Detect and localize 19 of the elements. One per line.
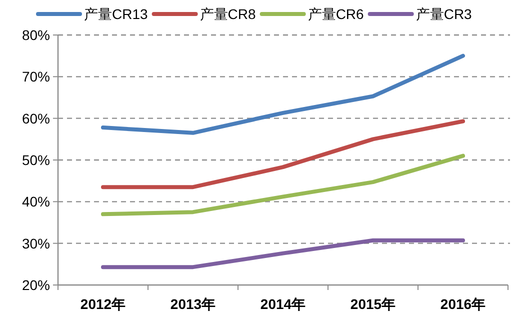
y-tick-label: 30% — [22, 235, 50, 252]
x-tick-label: 2013年 — [170, 296, 216, 312]
y-tick-label: 50% — [22, 152, 50, 168]
y-tick-label: 60% — [22, 110, 50, 126]
x-tick-label: 2014年 — [260, 296, 306, 312]
legend-label: 产量CR8 — [200, 6, 256, 22]
legend-label: 产量CR6 — [308, 6, 364, 22]
x-tick-label: 2015年 — [350, 296, 396, 312]
legend-label: 产量CR3 — [416, 6, 472, 22]
line-series — [101, 119, 465, 190]
y-tick-label: 40% — [22, 194, 50, 210]
x-tick-label: 2012年 — [80, 296, 126, 312]
line-series — [101, 54, 465, 135]
y-tick-label: 80% — [22, 27, 50, 43]
x-tick-label: 2016年 — [440, 296, 486, 312]
legend-label: 产量CR13 — [84, 6, 148, 22]
line-series — [101, 154, 465, 216]
y-tick-label: 70% — [22, 68, 50, 85]
y-tick-label: 20% — [22, 277, 50, 293]
